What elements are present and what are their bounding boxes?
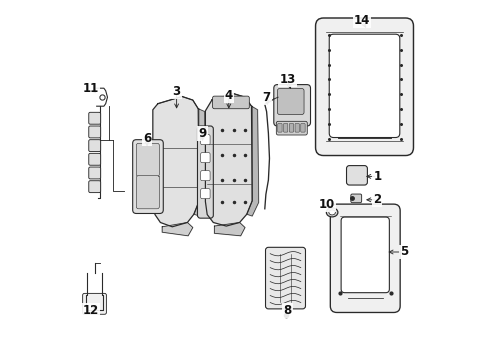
FancyBboxPatch shape	[301, 123, 305, 132]
FancyBboxPatch shape	[83, 293, 106, 314]
Text: 4: 4	[225, 89, 233, 102]
FancyBboxPatch shape	[316, 18, 414, 156]
FancyBboxPatch shape	[330, 204, 400, 312]
FancyBboxPatch shape	[278, 123, 282, 132]
Polygon shape	[205, 94, 252, 226]
Text: 11: 11	[83, 82, 99, 95]
FancyBboxPatch shape	[341, 217, 390, 293]
Ellipse shape	[329, 210, 335, 215]
FancyBboxPatch shape	[329, 34, 400, 138]
Text: 12: 12	[83, 304, 99, 317]
FancyBboxPatch shape	[89, 126, 100, 138]
FancyBboxPatch shape	[89, 153, 100, 165]
Text: 3: 3	[172, 85, 181, 98]
Text: 14: 14	[354, 14, 370, 27]
FancyBboxPatch shape	[89, 167, 100, 179]
Polygon shape	[153, 96, 199, 227]
Text: 7: 7	[263, 91, 270, 104]
FancyBboxPatch shape	[89, 112, 100, 124]
FancyBboxPatch shape	[136, 143, 159, 176]
FancyBboxPatch shape	[276, 121, 307, 135]
FancyBboxPatch shape	[133, 140, 163, 213]
Polygon shape	[162, 222, 193, 236]
FancyBboxPatch shape	[346, 166, 368, 185]
Text: 10: 10	[319, 198, 335, 211]
FancyBboxPatch shape	[295, 123, 299, 132]
Text: 2: 2	[373, 193, 382, 206]
FancyBboxPatch shape	[266, 247, 305, 309]
Text: 9: 9	[198, 127, 207, 140]
Text: 1: 1	[373, 170, 382, 183]
FancyBboxPatch shape	[201, 171, 210, 181]
FancyBboxPatch shape	[89, 181, 100, 193]
Text: 5: 5	[400, 246, 408, 258]
FancyBboxPatch shape	[284, 123, 288, 132]
Polygon shape	[247, 106, 259, 216]
Text: 6: 6	[143, 132, 151, 145]
FancyBboxPatch shape	[197, 126, 213, 218]
FancyBboxPatch shape	[289, 123, 294, 132]
FancyBboxPatch shape	[201, 189, 210, 199]
FancyBboxPatch shape	[277, 89, 304, 114]
FancyBboxPatch shape	[201, 153, 210, 163]
Text: 8: 8	[283, 304, 292, 317]
Ellipse shape	[326, 208, 338, 217]
FancyBboxPatch shape	[351, 194, 362, 203]
FancyBboxPatch shape	[136, 176, 159, 209]
Polygon shape	[194, 109, 205, 216]
Polygon shape	[215, 222, 245, 236]
FancyBboxPatch shape	[213, 96, 249, 109]
FancyBboxPatch shape	[89, 140, 100, 152]
Text: 13: 13	[279, 73, 295, 86]
FancyBboxPatch shape	[201, 135, 210, 145]
FancyBboxPatch shape	[274, 85, 311, 126]
